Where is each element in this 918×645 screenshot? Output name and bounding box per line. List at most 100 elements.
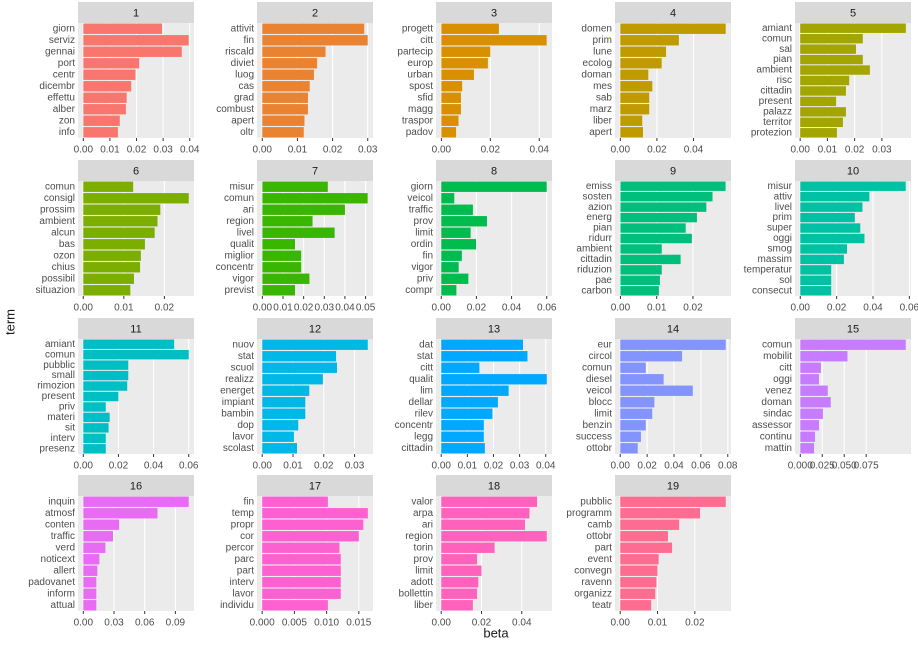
- bar: [262, 385, 310, 396]
- bar: [83, 370, 129, 381]
- bar: [83, 23, 163, 34]
- bar: [620, 408, 653, 419]
- y-tick-label: partecip: [397, 46, 433, 57]
- y-tick-label: dellar: [409, 397, 434, 408]
- bar: [800, 117, 843, 128]
- y-tick-label: present: [759, 96, 793, 107]
- bar: [441, 23, 499, 34]
- y-tick-label: pae: [595, 275, 612, 286]
- y-tick-label: massim: [758, 254, 792, 265]
- y-tick-label: concentr: [216, 262, 255, 273]
- y-tick-label: lim: [420, 385, 433, 396]
- bar: [83, 92, 127, 103]
- y-tick-label: ordin: [411, 239, 433, 250]
- bar: [620, 233, 692, 244]
- y-tick-label: benzin: [583, 420, 612, 431]
- y-tick-label: lavor: [232, 588, 254, 599]
- bar: [620, 58, 662, 69]
- y-tick-label: legg: [414, 431, 433, 442]
- y-tick-label: mattin: [765, 443, 792, 454]
- y-tick-label: doman: [761, 397, 792, 408]
- y-tick-label: ozon: [53, 250, 75, 261]
- y-tick-label: oggi: [773, 233, 792, 244]
- strip: [78, 318, 194, 339]
- bar: [262, 227, 335, 238]
- panel-title: 16: [130, 480, 142, 492]
- x-tick-label: 0.005: [282, 618, 307, 629]
- bar: [800, 286, 832, 296]
- y-tick-label: effettu: [47, 92, 75, 103]
- y-tick-label: circol: [589, 351, 612, 362]
- y-tick-label: sosten: [583, 191, 612, 202]
- x-tick-label: 0.08: [718, 461, 738, 472]
- bar: [800, 86, 846, 96]
- bar: [441, 385, 509, 396]
- x-tick-label: 0.01: [273, 303, 293, 314]
- strip: [436, 475, 552, 496]
- bar: [620, 496, 726, 507]
- panel-title: 10: [847, 165, 859, 177]
- bar: [620, 191, 713, 202]
- x-tick-label: 0.03: [315, 303, 335, 314]
- y-tick-label: sol: [779, 275, 792, 286]
- x-tick-label: 0.02: [637, 461, 657, 472]
- x-tick-label: 0.06: [900, 303, 918, 314]
- y-tick-label: pubblic: [43, 360, 75, 371]
- bar: [620, 519, 680, 530]
- y-tick-label: ari: [243, 204, 254, 215]
- bar: [800, 44, 856, 54]
- bar: [800, 244, 847, 254]
- bar: [441, 600, 473, 611]
- y-tick-label: ottobr: [586, 443, 612, 454]
- y-tick-label: prim: [773, 212, 792, 223]
- bar: [262, 69, 314, 80]
- bar: [83, 554, 100, 565]
- y-tick-label: attual: [51, 600, 75, 611]
- y-tick-label: compr: [405, 285, 433, 296]
- strip: [795, 2, 911, 23]
- x-tick-label: 0.00: [431, 461, 451, 472]
- y-tick-label: cittadin: [760, 86, 792, 97]
- x-tick-label: 0.01: [283, 461, 303, 472]
- x-tick-label: 0.050: [832, 461, 857, 472]
- y-tick-label: ravenn: [581, 577, 612, 588]
- bar: [83, 285, 131, 296]
- y-tick-label: conten: [45, 519, 75, 530]
- bar: [620, 588, 656, 599]
- y-tick-label: temperatur: [744, 265, 793, 276]
- bar: [800, 54, 863, 65]
- y-tick-label: info: [59, 127, 76, 138]
- y-tick-label: success: [576, 431, 612, 442]
- x-tick-label: 0.04: [502, 303, 522, 314]
- y-tick-label: liber: [414, 600, 434, 611]
- y-tick-label: rimozion: [37, 381, 75, 392]
- bar: [620, 23, 726, 34]
- y-tick-label: small: [52, 370, 75, 381]
- y-tick-label: chius: [52, 262, 75, 273]
- y-tick-label: situazion: [36, 285, 75, 296]
- y-tick-label: luog: [235, 69, 254, 80]
- bar: [262, 239, 295, 250]
- bar: [83, 600, 97, 611]
- y-tick-label: valor: [411, 496, 433, 507]
- y-tick-label: super: [767, 223, 793, 234]
- bar: [441, 92, 461, 103]
- bar: [83, 239, 145, 250]
- bar: [800, 128, 837, 138]
- bar: [620, 92, 650, 103]
- bar: [262, 600, 328, 611]
- x-tick-label: 0.00: [611, 145, 631, 156]
- panel-title: 19: [667, 480, 679, 492]
- y-tick-label: prov: [414, 216, 433, 227]
- bar: [620, 69, 649, 80]
- strip: [78, 160, 194, 181]
- y-tick-label: venez: [765, 385, 792, 396]
- bar: [441, 58, 488, 69]
- bar: [620, 508, 701, 519]
- x-tick-label: 0.01: [100, 145, 120, 156]
- y-tick-label: citt: [779, 362, 792, 373]
- bar: [800, 351, 848, 362]
- y-tick-label: fin: [422, 250, 433, 261]
- bar: [441, 216, 487, 227]
